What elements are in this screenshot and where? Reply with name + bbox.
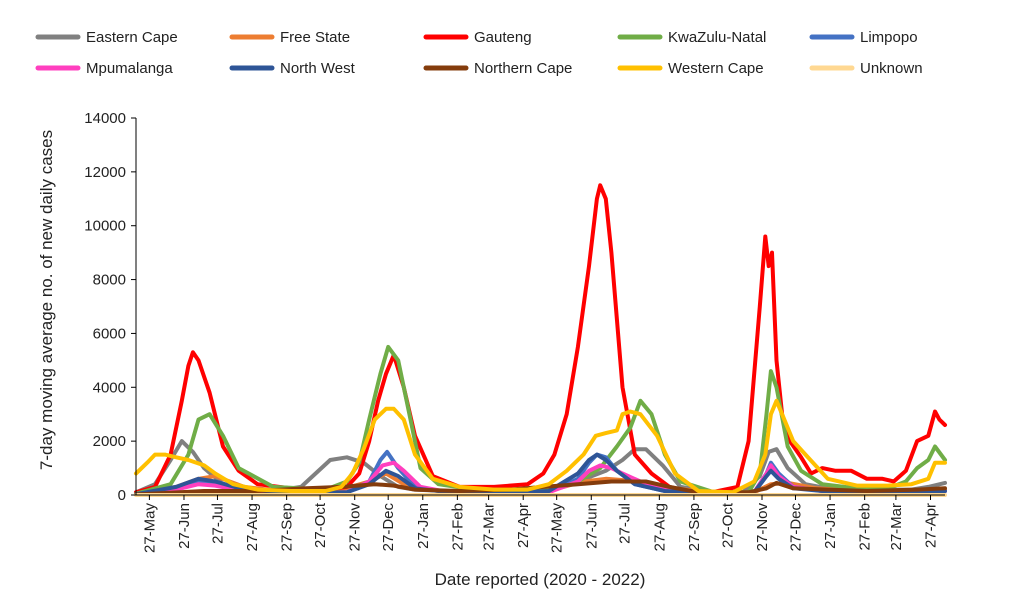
legend-label: North West — [280, 60, 356, 77]
x-tick-label: 27-Mar — [481, 503, 498, 551]
x-tick-label: 27-Aug — [651, 503, 668, 551]
legend-label: Northern Cape — [474, 60, 572, 77]
y-tick-label: 14000 — [84, 110, 126, 127]
legend-label: Limpopo — [860, 29, 918, 46]
x-tick-label: 27-May — [141, 503, 158, 554]
x-tick-label: 27-Jul — [617, 503, 634, 544]
x-tick-label: 27-Feb — [449, 503, 466, 551]
y-tick-label: 4000 — [93, 379, 126, 396]
legend-item-limpopo: Limpopo — [809, 29, 918, 46]
legend: Eastern Cape Free State Gauteng KwaZulu-Nat… — [35, 29, 923, 77]
legend-label: Gauteng — [474, 29, 532, 46]
series-lines — [134, 183, 947, 497]
y-tick-label: 12000 — [84, 164, 126, 181]
legend-item-mpumalanga: Mpumalanga — [35, 60, 173, 77]
legend-label: Eastern Cape — [86, 29, 178, 46]
series-line-western-cape — [134, 398, 947, 495]
legend-item-northern-cape: Northern Cape — [423, 60, 572, 77]
legend-label: Free State — [280, 29, 350, 46]
x-tick-label: 27-Sep — [686, 503, 703, 551]
x-tick-label: 27-Feb — [857, 503, 874, 551]
x-tick-label: 27-Sep — [279, 503, 296, 551]
legend-label: Western Cape — [668, 60, 764, 77]
x-tick-label: 27-Apr — [515, 503, 532, 548]
x-tick-label: 27-Jun — [583, 503, 600, 549]
axes: 0 2000 4000 6000 8000 10000 12000 14000 27-May 27… — [84, 110, 945, 553]
x-tick-label: 27-Oct — [719, 502, 736, 548]
legend-label: Mpumalanga — [86, 60, 173, 77]
y-axis-label: 7-day moving average no. of new daily ca… — [37, 130, 56, 470]
x-axis-label: Date reported (2020 - 2022) — [435, 570, 646, 589]
series-line-gauteng — [134, 183, 947, 495]
y-tick-label: 2000 — [93, 433, 126, 450]
x-tick-label: 27-Jan — [822, 503, 839, 549]
x-tick-label: 27-Nov — [754, 503, 771, 552]
x-tick-label: 27-Dec — [380, 503, 397, 552]
legend-item-eastern-cape: Eastern Cape — [35, 29, 178, 46]
x-tick-label: 27-May — [549, 503, 566, 554]
x-tick-label: 27-Nov — [347, 503, 364, 552]
legend-label: Unknown — [860, 60, 923, 77]
x-tick-label: 27-Aug — [244, 503, 261, 551]
y-tick-label: 10000 — [84, 218, 126, 235]
legend-item-unknown: Unknown — [809, 60, 923, 77]
legend-item-free-state: Free State — [229, 29, 350, 46]
x-tick-label: 27-Oct — [312, 502, 329, 548]
x-tick-label: 27-Jan — [415, 503, 432, 549]
x-tick-label: 27-Apr — [923, 503, 940, 548]
legend-item-kwazulu-natal: KwaZulu-Natal — [617, 29, 766, 46]
legend-item-western-cape: Western Cape — [617, 60, 764, 77]
y-tick-label: 6000 — [93, 325, 126, 342]
x-tick-label: 27-Jul — [210, 503, 227, 544]
x-tick-label: 27-Mar — [888, 503, 905, 551]
x-tick-label: 27-Dec — [788, 503, 805, 552]
legend-label: KwaZulu-Natal — [668, 29, 766, 46]
x-tick-label: 27-Jun — [176, 503, 193, 549]
legend-item-gauteng: Gauteng — [423, 29, 532, 46]
y-tick-label: 8000 — [93, 272, 126, 289]
y-tick-label: 0 — [118, 487, 126, 504]
legend-item-north-west: North West — [229, 60, 356, 77]
